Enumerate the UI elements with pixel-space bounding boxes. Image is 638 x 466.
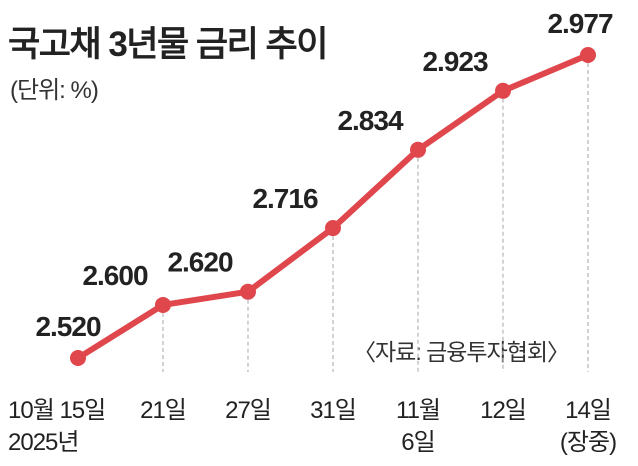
data-label: 2.923	[422, 46, 487, 77]
data-point	[325, 220, 341, 237]
data-point	[495, 82, 511, 99]
data-label: 2.834	[337, 105, 403, 136]
x-tick-label: 12일	[480, 397, 526, 424]
data-label: 2.520	[35, 311, 100, 342]
x-tick-label: 27일	[225, 397, 271, 424]
data-point	[410, 141, 426, 158]
x-tick-label: 2025년	[8, 429, 78, 456]
data-point	[580, 47, 596, 63]
source-label: 〈자료: 금융투자협회〉	[353, 339, 570, 365]
data-point	[70, 350, 86, 366]
x-tick-label: 10월 15일	[8, 397, 105, 424]
x-tick-label: 31일	[310, 397, 356, 424]
data-point	[155, 296, 171, 313]
data-point	[240, 283, 256, 300]
x-tick-label: 21일	[140, 397, 186, 424]
x-tick-label: 11월	[396, 397, 440, 424]
x-tick-label: 6일	[401, 429, 434, 456]
data-label: 2.716	[252, 183, 317, 214]
unit-label: (단위: %)	[10, 77, 99, 104]
data-label: 2.977	[547, 8, 612, 39]
data-label: 2.600	[82, 260, 147, 291]
x-tick-label: 14일	[565, 397, 611, 424]
data-label: 2.620	[167, 247, 232, 278]
x-tick-label: (장중)	[560, 429, 616, 456]
chart-title: 국고채 3년물 금리 추이	[8, 25, 328, 64]
series-line	[75, 52, 591, 361]
